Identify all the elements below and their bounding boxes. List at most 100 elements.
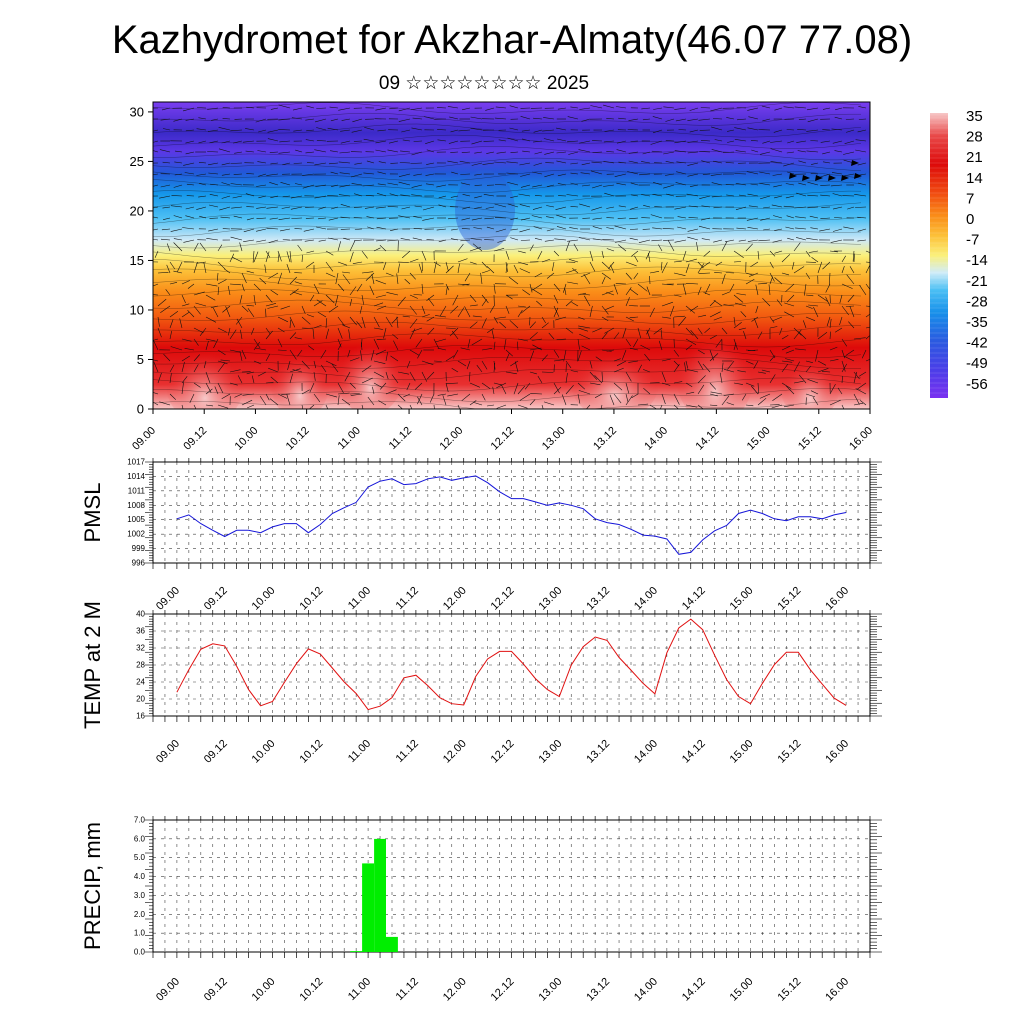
wind-vector bbox=[349, 393, 360, 395]
wind-vector bbox=[653, 182, 663, 186]
wind-vector bbox=[820, 184, 831, 186]
wind-vector bbox=[797, 129, 807, 131]
wind-vector bbox=[661, 358, 671, 362]
wind-vector bbox=[832, 193, 843, 197]
wind-vector bbox=[843, 355, 855, 362]
wind-vector bbox=[241, 399, 253, 406]
wind-vector bbox=[628, 360, 639, 363]
wind-vector bbox=[253, 338, 261, 349]
wind-vector bbox=[413, 216, 423, 219]
wind-arrow bbox=[789, 173, 797, 179]
wind-vector bbox=[682, 283, 687, 296]
wind-vector bbox=[447, 393, 459, 397]
wind-vector bbox=[460, 347, 471, 351]
wind-vector bbox=[267, 305, 279, 309]
wind-vector bbox=[266, 173, 279, 176]
wind-vector bbox=[203, 262, 207, 274]
wind-vector bbox=[546, 184, 555, 187]
wind-vector bbox=[733, 342, 737, 351]
wind-vector bbox=[301, 305, 306, 314]
wind-vector bbox=[270, 376, 279, 384]
wind-vector bbox=[221, 182, 231, 186]
wind-vector bbox=[781, 345, 791, 351]
wind-vector bbox=[519, 204, 531, 208]
wind-vector bbox=[759, 393, 771, 399]
wind-vector bbox=[491, 329, 495, 340]
wind-vector bbox=[747, 349, 759, 351]
wind-vector bbox=[318, 217, 327, 220]
wind-vector bbox=[421, 250, 427, 261]
wind-vector bbox=[709, 393, 718, 397]
wind-vector bbox=[603, 104, 615, 109]
wind-vector bbox=[377, 129, 387, 132]
wind-vector bbox=[751, 385, 759, 395]
wind-vector bbox=[227, 285, 231, 296]
wind-vector bbox=[485, 206, 495, 209]
wind-vector bbox=[630, 347, 639, 351]
wind-vector bbox=[193, 305, 201, 315]
wind-vector bbox=[533, 226, 543, 230]
wind-vector bbox=[533, 129, 543, 133]
wind-vector bbox=[241, 272, 247, 284]
wind-vector bbox=[460, 173, 471, 175]
wind-vector bbox=[592, 151, 603, 153]
wind-vector bbox=[198, 140, 207, 144]
wind-vector bbox=[736, 118, 747, 121]
wind-vector bbox=[685, 391, 695, 395]
wind-vector bbox=[446, 382, 459, 384]
wind-arrow bbox=[802, 175, 810, 181]
wind-vector bbox=[205, 404, 214, 407]
wind-vector bbox=[193, 354, 200, 362]
wind-vector bbox=[258, 195, 267, 199]
x-tick-label: 14.12 bbox=[694, 425, 722, 453]
precip-panel: 0.01.02.03.04.05.06.07.009.00 09.12 10.00 1… bbox=[80, 816, 882, 1004]
x-tick-label: 10.12 bbox=[297, 585, 325, 613]
wind-vector bbox=[606, 291, 615, 296]
wind-vector bbox=[406, 382, 411, 391]
wind-vector bbox=[807, 181, 819, 186]
wind-vector bbox=[498, 139, 507, 142]
wind-vector bbox=[413, 228, 423, 230]
wind-vector bbox=[409, 272, 416, 280]
wind-vector bbox=[734, 127, 747, 131]
wind-vector bbox=[199, 327, 207, 336]
wind-vector bbox=[377, 183, 387, 186]
wind-vector bbox=[806, 150, 819, 153]
wind-vector bbox=[774, 107, 783, 111]
wind-vector bbox=[370, 349, 375, 361]
wind-vector bbox=[173, 270, 183, 274]
wind-vector bbox=[625, 382, 630, 394]
wind-vector bbox=[170, 228, 183, 232]
wind-vector bbox=[522, 138, 531, 142]
wind-vector bbox=[492, 386, 495, 395]
wind-vector bbox=[721, 274, 726, 285]
x-tick-label: 16.00 bbox=[823, 738, 851, 766]
wind-vector bbox=[517, 305, 526, 308]
wind-vector bbox=[387, 239, 399, 242]
wind-vector bbox=[390, 355, 399, 362]
wind-vector bbox=[725, 184, 735, 186]
wind-vector bbox=[445, 265, 454, 274]
x-tick-label: 10.12 bbox=[297, 738, 325, 766]
wind-vector bbox=[808, 304, 819, 307]
wind-vector bbox=[534, 272, 543, 278]
wind-vector bbox=[222, 118, 231, 120]
wind-vector bbox=[821, 371, 831, 373]
wind-vector bbox=[293, 162, 303, 164]
wind-vector bbox=[461, 228, 471, 230]
wind-vector bbox=[247, 404, 255, 409]
wind-vector bbox=[809, 215, 819, 219]
wind-vector bbox=[277, 316, 289, 323]
wind-vector bbox=[449, 116, 459, 120]
temp-line bbox=[176, 618, 847, 711]
wind-vector bbox=[762, 206, 771, 209]
wind-vector bbox=[685, 305, 696, 314]
wind-vector bbox=[757, 382, 759, 394]
wind-vector bbox=[758, 239, 771, 242]
wind-vector bbox=[747, 193, 759, 197]
wind-vector bbox=[628, 305, 639, 307]
wind-vector bbox=[253, 294, 256, 305]
wind-vector bbox=[242, 140, 255, 143]
wind-vector bbox=[353, 239, 363, 242]
wind-vector bbox=[567, 239, 579, 242]
